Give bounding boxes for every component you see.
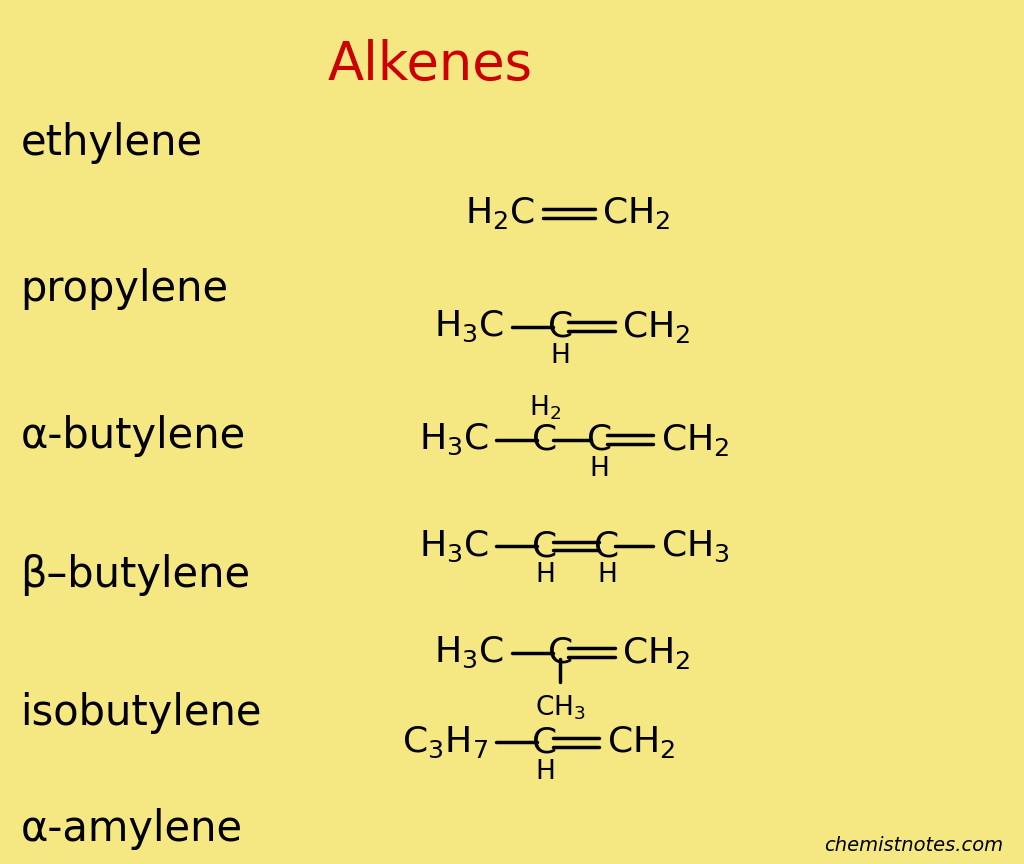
Text: chemistnotes.com: chemistnotes.com <box>824 836 1004 855</box>
Text: H$_3$C: H$_3$C <box>434 635 504 670</box>
Text: H$_3$C: H$_3$C <box>434 309 504 344</box>
Text: H: H <box>535 562 555 588</box>
Text: H: H <box>551 343 570 369</box>
Text: CH$_2$: CH$_2$ <box>662 422 729 458</box>
Text: C$_3$H$_7$: C$_3$H$_7$ <box>402 725 488 760</box>
Text: Alkenes: Alkenes <box>328 39 532 91</box>
Text: propylene: propylene <box>20 269 228 310</box>
Text: H: H <box>589 456 609 482</box>
Text: C: C <box>532 726 558 759</box>
Text: H$_2$C: H$_2$C <box>465 195 535 232</box>
Text: CH$_2$: CH$_2$ <box>623 308 691 345</box>
Text: α-amylene: α-amylene <box>20 809 243 850</box>
Text: CH$_3$: CH$_3$ <box>536 694 586 722</box>
Text: H$_3$C: H$_3$C <box>419 422 488 457</box>
Text: C: C <box>532 422 558 457</box>
Text: β–butylene: β–butylene <box>20 554 251 595</box>
Text: CH$_2$: CH$_2$ <box>607 724 675 760</box>
Text: H$_2$: H$_2$ <box>529 393 561 422</box>
Text: ethylene: ethylene <box>20 122 203 163</box>
Text: α-butylene: α-butylene <box>20 416 246 457</box>
Text: CH$_2$: CH$_2$ <box>602 195 671 232</box>
Text: H: H <box>535 759 555 785</box>
Text: C: C <box>532 529 558 563</box>
Text: CH$_2$: CH$_2$ <box>623 634 691 670</box>
Text: CH$_3$: CH$_3$ <box>662 529 730 563</box>
Text: H: H <box>597 562 616 588</box>
Text: C: C <box>548 309 573 344</box>
Text: H$_3$C: H$_3$C <box>419 529 488 563</box>
Text: C: C <box>594 529 620 563</box>
Text: isobutylene: isobutylene <box>20 692 262 734</box>
Text: C: C <box>587 422 611 457</box>
Text: C: C <box>548 636 573 670</box>
